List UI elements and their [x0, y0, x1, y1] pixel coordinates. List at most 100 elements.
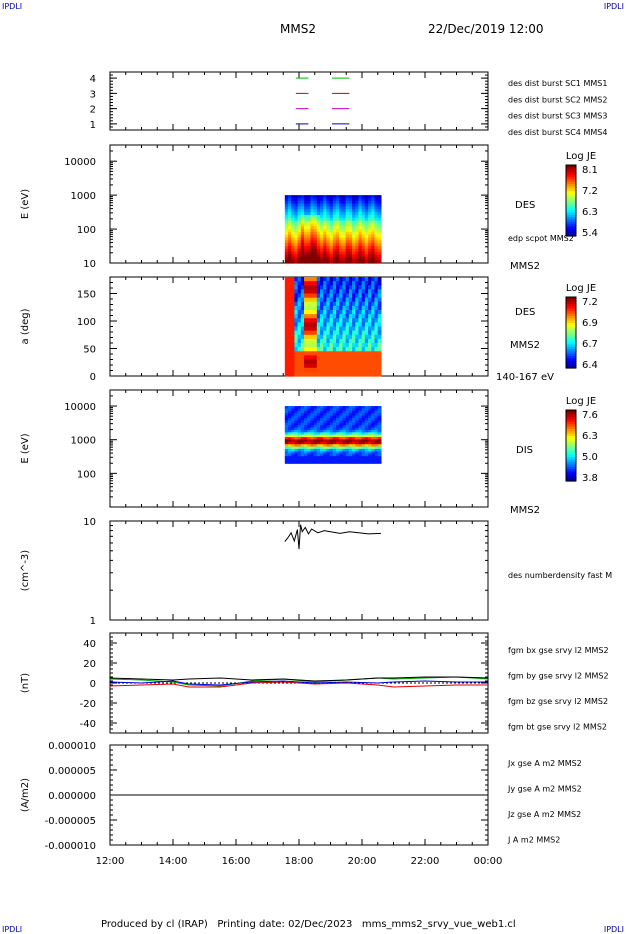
heatmap-cell	[326, 326, 331, 332]
heatmap-cell	[310, 334, 315, 340]
heatmap-cell	[364, 246, 369, 250]
heatmap-cell	[329, 254, 334, 258]
heatmap-cell	[355, 310, 360, 315]
heatmap-cell	[300, 305, 305, 311]
heatmap-cell	[358, 217, 363, 222]
heatmap-cell	[355, 277, 360, 282]
heatmap-cell	[361, 237, 366, 241]
colorbar-cell	[566, 228, 576, 232]
heatmap-cell	[345, 453, 350, 457]
heatmap-cell	[288, 410, 292, 414]
heatmap-cell	[339, 231, 344, 236]
heatmap-cell	[310, 248, 315, 253]
heatmap-cell	[329, 448, 334, 452]
heatmap-cell	[339, 209, 344, 213]
heatmap-cell	[307, 343, 312, 348]
heatmap-cell	[284, 237, 289, 241]
heatmap-cell	[374, 413, 379, 417]
heatmap-cell	[348, 254, 353, 258]
heatmap-cell	[336, 212, 340, 216]
heatmap-cell	[313, 246, 318, 250]
heatmap-cell	[352, 322, 356, 328]
series-line	[284, 524, 381, 550]
heatmap-cell	[291, 410, 296, 414]
heatmap-cell	[358, 441, 363, 445]
colorbar-tick-label: 7.2	[582, 297, 598, 308]
heatmap-cell	[307, 367, 312, 373]
heatmap-cell	[355, 417, 360, 421]
heatmap-cell	[300, 293, 305, 299]
heatmap-cell	[336, 347, 340, 352]
heatmap-cell	[374, 460, 379, 464]
heatmap-cell	[291, 415, 296, 419]
heatmap-cell	[288, 446, 292, 450]
heatmap-cell	[284, 310, 289, 315]
heatmap-cell	[355, 453, 360, 457]
heatmap-cell	[291, 203, 296, 208]
heatmap-cell	[336, 231, 340, 236]
heatmap-cell	[364, 289, 369, 295]
heatmap-cell	[323, 248, 328, 253]
heatmap-cell	[336, 248, 340, 253]
heatmap-cell	[377, 417, 382, 421]
heatmap-cell	[374, 422, 379, 426]
heatmap-cell	[332, 203, 337, 208]
panel-side-label: MMS2	[510, 505, 540, 516]
heatmap-cell	[348, 351, 353, 356]
heatmap-cell	[336, 277, 340, 282]
y-tick-label: 100	[77, 469, 96, 480]
heatmap-cell	[339, 355, 344, 361]
colorbar-frame	[565, 409, 577, 482]
heatmap-cell	[329, 246, 334, 250]
heatmap-cell	[304, 281, 308, 286]
heatmap-cell	[364, 363, 369, 369]
heatmap-cell	[316, 301, 321, 307]
heatmap-cell	[339, 446, 344, 450]
heatmap-cell	[326, 334, 331, 340]
heatmap-cell	[345, 338, 350, 344]
heatmap-cell	[374, 363, 379, 369]
heatmap-cell	[307, 281, 312, 286]
heatmap-cell	[348, 223, 353, 227]
heatmap-cell	[323, 343, 328, 348]
heatmap-cell	[339, 351, 344, 356]
heatmap-cell	[332, 277, 337, 282]
heatmap-cell	[323, 217, 328, 222]
heatmap-cell	[316, 439, 321, 443]
heatmap-cell	[284, 347, 289, 352]
heatmap-cell	[316, 217, 321, 222]
heatmap-cell	[364, 220, 369, 225]
heatmap-cell	[364, 197, 369, 202]
heatmap-cell	[288, 439, 292, 443]
heatmap-cell	[294, 371, 299, 377]
heatmap-cell	[358, 226, 363, 230]
heatmap-cell	[368, 293, 372, 299]
heatmap-cell	[313, 413, 318, 417]
heatmap-cell	[284, 240, 289, 244]
heatmap-cell	[358, 437, 363, 441]
heatmap-cell	[352, 343, 356, 348]
heatmap-cell	[310, 422, 315, 426]
heatmap-cell	[377, 305, 382, 311]
heatmap-cell	[332, 314, 337, 319]
heatmap-cell	[352, 427, 356, 431]
heatmap-cell	[323, 439, 328, 443]
heatmap-cell	[332, 237, 337, 241]
heatmap-cell	[307, 460, 312, 464]
heatmap-cell	[329, 458, 334, 462]
heatmap-cell	[339, 422, 344, 426]
heatmap-cell	[361, 441, 366, 445]
heatmap-cell	[288, 334, 292, 340]
heatmap-cell	[377, 367, 382, 373]
heatmap-cell	[336, 422, 340, 426]
heatmap-cell	[307, 437, 312, 441]
heatmap-cell	[364, 310, 369, 315]
heatmap-cell	[355, 406, 360, 410]
heatmap-cell	[342, 434, 347, 438]
heatmap-cell	[345, 359, 350, 365]
heatmap-cell	[323, 260, 328, 264]
heatmap-cell	[323, 359, 328, 365]
heatmap-cell	[300, 437, 305, 441]
heatmap-cell	[374, 441, 379, 445]
